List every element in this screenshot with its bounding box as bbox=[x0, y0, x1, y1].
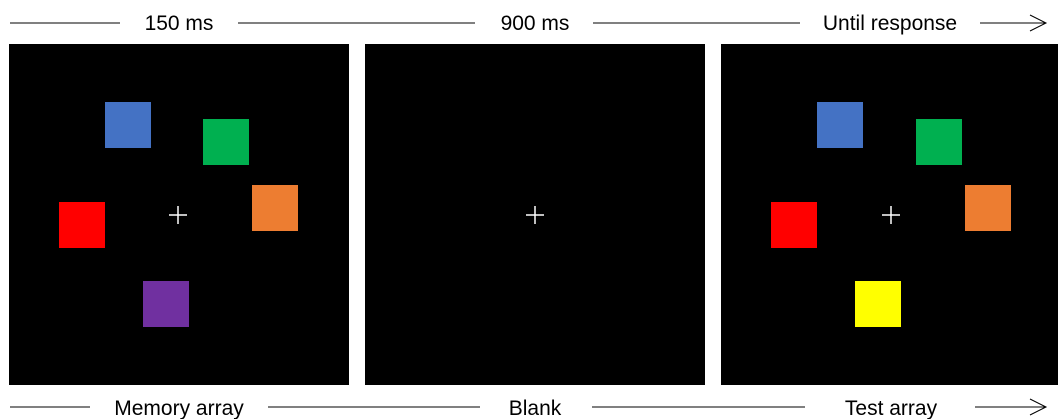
blank-duration-label: 900 ms bbox=[501, 12, 570, 35]
memory-square-orange bbox=[252, 185, 298, 231]
memory-fixation-cross bbox=[169, 206, 187, 224]
bottom-timeline: Memory array Blank Test array bbox=[10, 397, 1048, 419]
memory-square-purple bbox=[143, 281, 189, 327]
top-timeline-arrowhead bbox=[1029, 14, 1048, 32]
test-square-blue bbox=[817, 102, 863, 148]
test-square-red bbox=[771, 202, 817, 248]
blank-panel bbox=[365, 44, 705, 385]
test-array-panel bbox=[721, 44, 1058, 385]
test-square-green bbox=[916, 119, 962, 165]
blank-label: Blank bbox=[509, 397, 562, 419]
memory-array-label: Memory array bbox=[114, 397, 244, 419]
top-timeline: 150 ms 900 ms Until response bbox=[10, 12, 1048, 35]
bottom-timeline-arrowhead bbox=[1029, 398, 1048, 416]
test-array-label: Test array bbox=[845, 397, 938, 419]
test-square-orange bbox=[965, 185, 1011, 231]
memory-square-green bbox=[203, 119, 249, 165]
blank-fixation-cross bbox=[526, 206, 544, 224]
memory-array-panel bbox=[9, 44, 349, 385]
memory-square-red bbox=[59, 202, 105, 248]
test-duration-label: Until response bbox=[823, 12, 957, 35]
test-fixation-cross bbox=[882, 206, 900, 224]
memory-square-blue bbox=[105, 102, 151, 148]
memory-duration-label: 150 ms bbox=[145, 12, 214, 35]
test-square-yellow bbox=[855, 281, 901, 327]
